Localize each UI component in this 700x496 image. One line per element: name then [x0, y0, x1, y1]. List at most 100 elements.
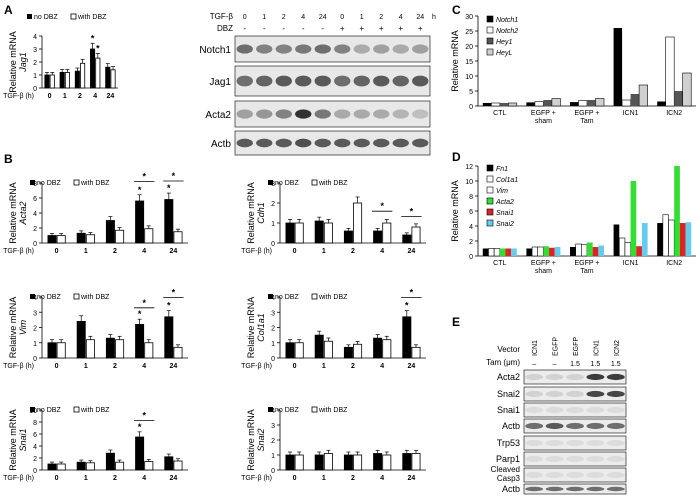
blot-band	[334, 44, 351, 54]
y-axis-label: Relative mRNA	[8, 409, 18, 471]
blot-band	[566, 471, 584, 479]
western-blot-e: Vector Tam (μm) ICN1 – EGFP – EGFP 1.5 ICN1 1.5 IC…	[486, 337, 627, 495]
y-tick-label: 1	[33, 341, 37, 348]
blot-band	[566, 486, 584, 492]
bar-no-dbz	[135, 324, 145, 359]
y-tick-label: 8	[33, 181, 37, 188]
blot-band	[353, 75, 370, 87]
y-tick-label: 0	[33, 241, 37, 248]
bar-no-dbz	[76, 461, 86, 471]
bar-no-dbz	[59, 72, 65, 89]
significance-star: *	[142, 411, 146, 421]
blot-band	[586, 422, 605, 430]
y-tick-label: 25	[465, 29, 473, 36]
blot-band	[566, 390, 584, 398]
x-tick-label: 2	[113, 363, 117, 370]
legend-label-no-dbz: no DBZ	[34, 14, 58, 21]
blot-row-label: Snai1	[497, 405, 520, 415]
bar-no-dbz	[105, 452, 115, 471]
y-axis-gene-label: Snai1	[18, 428, 28, 451]
legend-swatch-no-dbz	[30, 407, 35, 412]
blot-band	[392, 109, 409, 119]
y-tick-label: 30	[465, 14, 473, 21]
y-tick-label: 2	[271, 326, 275, 333]
significance-star: *	[172, 171, 176, 181]
legend-swatch-with-dbz	[73, 293, 80, 300]
bar-with-dbz	[115, 229, 125, 244]
y-tick-label: 1	[271, 341, 275, 348]
bar-with-dbz	[323, 222, 333, 244]
bar-no-dbz	[164, 199, 174, 244]
legend-swatch-no-dbz	[30, 294, 35, 299]
bar-col1a1	[488, 248, 495, 257]
legend-label: HeyL	[496, 50, 512, 57]
legend-label-with-dbz: with DBZ	[80, 294, 110, 301]
x-tick-label: 0	[55, 363, 59, 370]
blot-dbz-sign: +	[418, 24, 423, 33]
blot-tam-value: –	[532, 361, 536, 368]
blot-tam-value: 1.5	[591, 361, 601, 368]
blot-band	[606, 455, 625, 463]
bar-notch1	[526, 102, 535, 106]
bar-hey1	[499, 103, 509, 106]
blot-band	[392, 75, 409, 87]
blot-band	[314, 138, 331, 148]
significance-star: *	[138, 185, 142, 195]
blot-dbz-sign: +	[398, 24, 403, 33]
y-tick-label: 6	[33, 432, 37, 439]
bar-with-dbz	[95, 57, 101, 89]
x-tick-label: CTL	[493, 110, 506, 117]
blot-row-label: Trp53	[497, 438, 520, 448]
legend-label-with-dbz: with DBZ	[77, 14, 107, 21]
bar-notch2	[490, 102, 501, 107]
bar-with-dbz	[173, 231, 183, 244]
blot-band	[373, 44, 390, 54]
bar-no-dbz	[373, 337, 383, 359]
bar-notch2	[534, 101, 544, 107]
legend-swatch	[486, 37, 494, 45]
y-axis-gene-label: Snai2	[256, 428, 266, 451]
x-tick-label: 4	[380, 475, 384, 482]
blot-time-label: 0	[340, 14, 344, 21]
bar-no-dbz	[74, 70, 80, 89]
legend-swatch	[486, 197, 494, 205]
blot-lane-label: EGFP	[553, 337, 560, 356]
x-tick-label: 1	[322, 363, 326, 370]
bar-no-dbz	[164, 456, 174, 471]
legend-swatch	[486, 48, 494, 56]
blot-row-label: Actb	[211, 139, 231, 150]
legend-swatch	[486, 219, 494, 227]
bar-with-dbz	[353, 454, 363, 471]
blot-band	[525, 455, 544, 463]
blot-row-label: Actb	[502, 421, 520, 431]
bar-snai1	[505, 248, 512, 256]
legend: no DBZ with DBZ	[268, 179, 348, 187]
bar-with-dbz	[49, 74, 55, 89]
bar-no-dbz	[135, 200, 145, 244]
blot-band	[275, 109, 292, 119]
bar-with-dbz	[382, 222, 392, 244]
bar-with-dbz	[115, 339, 125, 359]
blot-band	[586, 471, 605, 479]
x-axis-label: TGF-β (h)	[3, 93, 34, 100]
significance-star: *	[167, 183, 171, 193]
bar-col1a1	[531, 246, 539, 257]
bar-acta2	[543, 246, 550, 256]
x-tick-label: sham	[535, 268, 552, 275]
y-tick-label: 3	[271, 181, 275, 188]
significance-star: *	[380, 201, 384, 211]
blot-time-label: 24	[319, 14, 327, 21]
y-tick-label: 20	[465, 44, 473, 51]
panel-letter-B: B	[4, 152, 13, 166]
blot-band	[566, 455, 584, 463]
bar-with-dbz	[323, 340, 333, 359]
bar-with-dbz	[411, 226, 421, 244]
bar-with-dbz	[56, 463, 66, 471]
x-tick-label: EGFP +	[575, 260, 600, 267]
bar-notch1	[657, 101, 666, 106]
bar-notch2	[578, 100, 588, 107]
